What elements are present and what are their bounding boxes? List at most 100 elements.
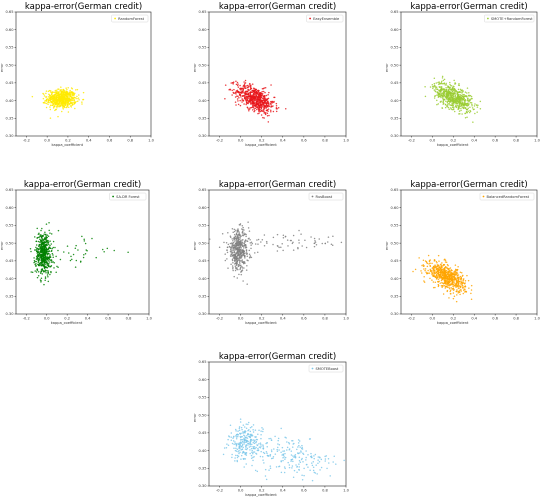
scatter-point [247, 421, 250, 424]
scatter-point [261, 99, 264, 102]
scatter-point [41, 246, 43, 249]
scatter-point [236, 433, 239, 435]
scatter-point [301, 444, 303, 447]
scatter-point [466, 274, 468, 277]
scatter-point [450, 292, 452, 295]
scatter-point [49, 273, 51, 276]
scatter-point [307, 454, 309, 456]
scatter-point [55, 89, 58, 92]
y-tick-label: 0.45 [198, 81, 206, 85]
scatter-point [245, 87, 247, 89]
scatter-point [36, 269, 39, 271]
scatter-point [293, 469, 296, 472]
scatter-point [232, 267, 234, 270]
scatter-point [259, 455, 262, 458]
scatter-point [449, 98, 451, 101]
scatter-point [56, 90, 58, 93]
scatter-point [251, 109, 254, 111]
scatter-point [245, 269, 248, 271]
scatter-point [432, 272, 434, 275]
scatter-point [238, 442, 240, 445]
x-tick-label: 0.0 [238, 139, 244, 143]
scatter-point [443, 277, 446, 280]
scatter-point [275, 106, 278, 109]
scatter-point [444, 103, 447, 106]
scatter-point [297, 446, 299, 448]
scatter-point [242, 228, 244, 231]
scatter-point [233, 88, 235, 91]
scatter-point [41, 264, 44, 266]
scatter-point [243, 81, 245, 83]
scatter-point [239, 84, 241, 87]
scatter-point [454, 269, 457, 272]
scatter-point [253, 440, 256, 443]
scatter-point [249, 430, 252, 433]
x-tick-label: -0.2 [408, 139, 415, 143]
scatter-point [458, 101, 461, 104]
scatter-point [283, 450, 286, 452]
scatter-point [255, 446, 257, 449]
scatter-point [270, 450, 273, 453]
x-tick-label: -0.2 [216, 489, 223, 493]
scatter-point [38, 241, 41, 243]
scatter-point [238, 432, 241, 435]
scatter-point [461, 106, 464, 108]
scatter-point [49, 232, 51, 234]
scatter-point [301, 446, 303, 449]
scatter-point [437, 281, 439, 283]
legend: SA-DR Forest [109, 192, 147, 201]
scatter-point [235, 229, 237, 232]
scatter-point [239, 93, 241, 96]
scatter-point [288, 449, 291, 451]
scatter-point [242, 431, 244, 433]
scatter-point [431, 84, 434, 86]
scatter-point [245, 448, 248, 451]
scatter-point [258, 95, 261, 97]
scatter-point [244, 453, 246, 455]
scatter-point [37, 254, 39, 256]
scatter-point [444, 84, 446, 86]
scatter-point [466, 116, 468, 119]
scatter-point [40, 280, 42, 282]
scatter-point [433, 271, 435, 273]
scatter-point [276, 450, 279, 453]
scatter-point [252, 439, 255, 441]
scatter-point [263, 104, 265, 106]
scatter-point [256, 108, 258, 111]
scatter-point [232, 83, 234, 85]
scatter-point [246, 101, 248, 104]
scatter-point [260, 101, 262, 103]
scatter-point [463, 99, 465, 101]
scatter-point [227, 243, 230, 246]
scatter-point [232, 437, 234, 439]
scatter-point [420, 270, 422, 272]
scatter-point [305, 246, 308, 249]
scatter-point [288, 464, 291, 466]
chart-title: kappa-error(German credit) [219, 352, 336, 362]
scatter-point [284, 452, 286, 455]
y-tick-label: 0.55 [198, 46, 206, 50]
scatter-point [42, 250, 44, 252]
scatter-point [68, 97, 70, 100]
scatter-point [267, 93, 269, 96]
scatter-point [265, 94, 268, 97]
scatter-point [227, 444, 230, 447]
scatter-point [231, 242, 233, 244]
scatter-point [253, 445, 256, 448]
scatter-point [49, 106, 51, 108]
scatter-point [452, 272, 455, 274]
scatter-point [445, 280, 447, 282]
scatter-point [444, 266, 447, 268]
scatter-point [70, 106, 73, 108]
scatter-point [58, 91, 60, 93]
scatter-point [38, 263, 41, 265]
scatter-point [330, 243, 333, 246]
legend-marker [112, 195, 114, 198]
scatter-point [298, 444, 300, 447]
scatter-point [53, 94, 56, 97]
scatter-point [236, 244, 238, 246]
scatter-point [252, 96, 255, 99]
scatter-point [44, 99, 46, 102]
scatter-point [51, 94, 53, 97]
scatter-point [460, 107, 462, 110]
